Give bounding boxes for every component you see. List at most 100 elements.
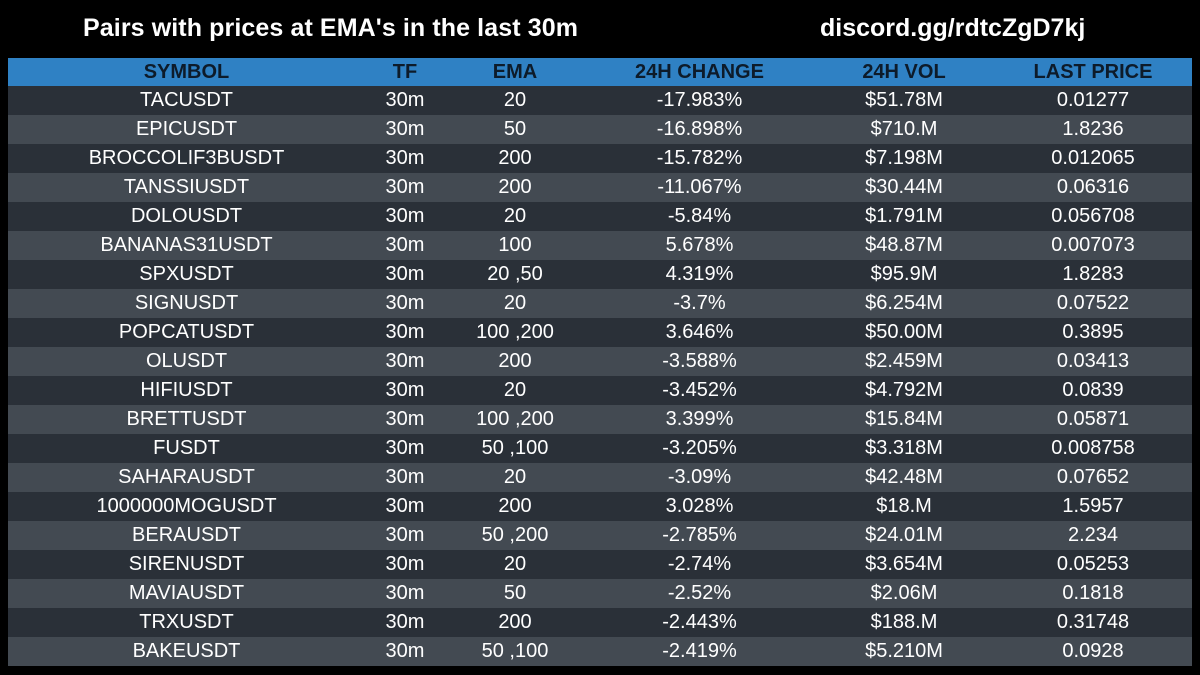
cell-last-price: 0.05871 xyxy=(1056,408,1130,430)
cell-last-price: 0.3895 xyxy=(1062,321,1124,343)
cell-ema: 20 ,50 xyxy=(487,263,543,285)
cell-24h-vol: $42.48M xyxy=(865,466,943,488)
cell-24h-vol: $2.06M xyxy=(870,582,938,604)
cell-tf: 30m xyxy=(385,350,425,372)
cell-tf: 30m xyxy=(385,611,425,633)
cell-24h-vol: $18.M xyxy=(876,495,932,517)
table-row: DOLOUSDT 30m 20 -5.84% $1.791M 0.056708 xyxy=(8,202,1192,231)
cell-tf: 30m xyxy=(385,437,425,459)
cell-ema: 200 xyxy=(498,611,532,633)
cell-last-price: 1.8236 xyxy=(1062,118,1124,140)
cell-tf: 30m xyxy=(385,292,425,314)
cell-tf: 30m xyxy=(385,582,425,604)
cell-24h-vol: $51.78M xyxy=(865,89,943,111)
cell-24h-vol: $6.254M xyxy=(865,292,943,314)
cell-24h-vol: $4.792M xyxy=(865,379,943,401)
cell-last-price: 0.06316 xyxy=(1056,176,1130,198)
cell-24h-change: -2.443% xyxy=(662,611,737,633)
cell-tf: 30m xyxy=(385,205,425,227)
cell-last-price: 0.03413 xyxy=(1056,350,1130,372)
cell-ema: 50 ,100 xyxy=(481,640,549,662)
cell-24h-change: 4.319% xyxy=(665,263,734,285)
cell-ema: 200 xyxy=(498,176,532,198)
cell-24h-vol: $24.01M xyxy=(865,524,943,546)
cell-symbol: BAKEUSDT xyxy=(132,640,241,662)
cell-24h-vol: $30.44M xyxy=(865,176,943,198)
cell-symbol: OLUSDT xyxy=(145,350,228,372)
cell-last-price: 1.8283 xyxy=(1062,263,1124,285)
cell-last-price: 1.5957 xyxy=(1062,495,1124,517)
cell-tf: 30m xyxy=(385,321,425,343)
table-row: SAHARAUSDT 30m 20 -3.09% $42.48M 0.07652 xyxy=(8,463,1192,492)
cell-symbol: TACUSDT xyxy=(140,89,233,111)
cell-24h-vol: $7.198M xyxy=(865,147,943,169)
table-row: OLUSDT 30m 200 -3.588% $2.459M 0.03413 xyxy=(8,347,1192,376)
table-row: TRXUSDT 30m 200 -2.443% $188.M 0.31748 xyxy=(8,608,1192,637)
cell-last-price: 0.07652 xyxy=(1056,466,1130,488)
table-row: POPCATUSDT 30m 100 ,200 3.646% $50.00M 0.3895 xyxy=(8,318,1192,347)
cell-tf: 30m xyxy=(385,408,425,430)
table-row: HIFIUSDT 30m 20 -3.452% $4.792M 0.0839 xyxy=(8,376,1192,405)
cell-symbol: TANSSIUSDT xyxy=(123,176,250,198)
cell-symbol: SIGNUSDT xyxy=(134,292,239,314)
table-row: BANANAS31USDT 30m 100 5.678% $48.87M 0.007073 xyxy=(8,231,1192,260)
cell-24h-change: -3.7% xyxy=(673,292,726,314)
table-row: SIRENUSDT 30m 20 -2.74% $3.654M 0.05253 xyxy=(8,550,1192,579)
table-row: BAKEUSDT 30m 50 ,100 -2.419% $5.210M 0.0928 xyxy=(8,637,1192,666)
cell-24h-vol: $95.9M xyxy=(870,263,938,285)
cell-ema: 20 xyxy=(503,205,527,227)
cell-24h-change: 5.678% xyxy=(665,234,734,256)
cell-24h-change: 3.028% xyxy=(665,495,734,517)
cell-24h-vol: $48.87M xyxy=(865,234,943,256)
cell-ema: 50 xyxy=(503,118,527,140)
table-row: MAVIAUSDT 30m 50 -2.52% $2.06M 0.1818 xyxy=(8,579,1192,608)
cell-symbol: SAHARAUSDT xyxy=(118,466,255,488)
table-row: TACUSDT 30m 20 -17.983% $51.78M 0.01277 xyxy=(8,86,1192,115)
cell-last-price: 0.1818 xyxy=(1062,582,1124,604)
cell-ema: 100 xyxy=(498,234,532,256)
column-header-ema: EMA xyxy=(492,60,538,83)
cell-ema: 20 xyxy=(503,466,527,488)
table-row: BRETTUSDT 30m 100 ,200 3.399% $15.84M 0.05871 xyxy=(8,405,1192,434)
cell-24h-vol: $15.84M xyxy=(865,408,943,430)
cell-24h-change: -2.419% xyxy=(662,640,737,662)
ema-pairs-table: SYMBOL TF EMA 24H CHANGE 24H VOL LAST PR… xyxy=(8,58,1192,666)
cell-ema: 20 xyxy=(503,553,527,575)
cell-symbol: EPICUSDT xyxy=(135,118,238,140)
cell-tf: 30m xyxy=(385,234,425,256)
cell-ema: 50 ,100 xyxy=(481,437,549,459)
cell-symbol: TRXUSDT xyxy=(139,611,234,633)
cell-24h-change: -3.588% xyxy=(662,350,737,372)
table-row: EPICUSDT 30m 50 -16.898% $710.M 1.8236 xyxy=(8,115,1192,144)
cell-tf: 30m xyxy=(385,147,425,169)
table-row: BROCCOLIF3BUSDT 30m 200 -15.782% $7.198M 0.01… xyxy=(8,144,1192,173)
cell-24h-change: -17.983% xyxy=(656,89,743,111)
cell-ema: 200 xyxy=(498,495,532,517)
cell-24h-change: 3.646% xyxy=(665,321,734,343)
column-header-tf: TF xyxy=(392,60,418,83)
cell-last-price: 0.012065 xyxy=(1051,147,1135,169)
cell-24h-change: -2.74% xyxy=(667,553,732,575)
cell-24h-change: -2.52% xyxy=(667,582,732,604)
cell-24h-vol: $710.M xyxy=(870,118,938,140)
table-row: SPXUSDT 30m 20 ,50 4.319% $95.9M 1.8283 xyxy=(8,260,1192,289)
cell-ema: 200 xyxy=(498,350,532,372)
cell-last-price: 0.008758 xyxy=(1051,437,1135,459)
cell-24h-change: -16.898% xyxy=(656,118,743,140)
cell-ema: 200 xyxy=(498,147,532,169)
cell-symbol: SPXUSDT xyxy=(139,263,234,285)
cell-last-price: 0.01277 xyxy=(1056,89,1130,111)
cell-tf: 30m xyxy=(385,176,425,198)
cell-last-price: 0.007073 xyxy=(1051,234,1135,256)
cell-last-price: 0.07522 xyxy=(1056,292,1130,314)
cell-symbol: HIFIUSDT xyxy=(140,379,233,401)
cell-last-price: 0.05253 xyxy=(1056,553,1130,575)
cell-24h-vol: $5.210M xyxy=(865,640,943,662)
cell-24h-vol: $188.M xyxy=(870,611,938,633)
table-header-row: SYMBOL TF EMA 24H CHANGE 24H VOL LAST PR… xyxy=(8,58,1192,86)
cell-24h-change: -3.205% xyxy=(662,437,737,459)
cell-24h-change: -3.452% xyxy=(662,379,737,401)
discord-link[interactable]: discord.gg/rdtcZgD7kj xyxy=(820,14,1086,42)
table-body: TACUSDT 30m 20 -17.983% $51.78M 0.01277 EPICUS… xyxy=(8,86,1192,666)
cell-tf: 30m xyxy=(385,553,425,575)
